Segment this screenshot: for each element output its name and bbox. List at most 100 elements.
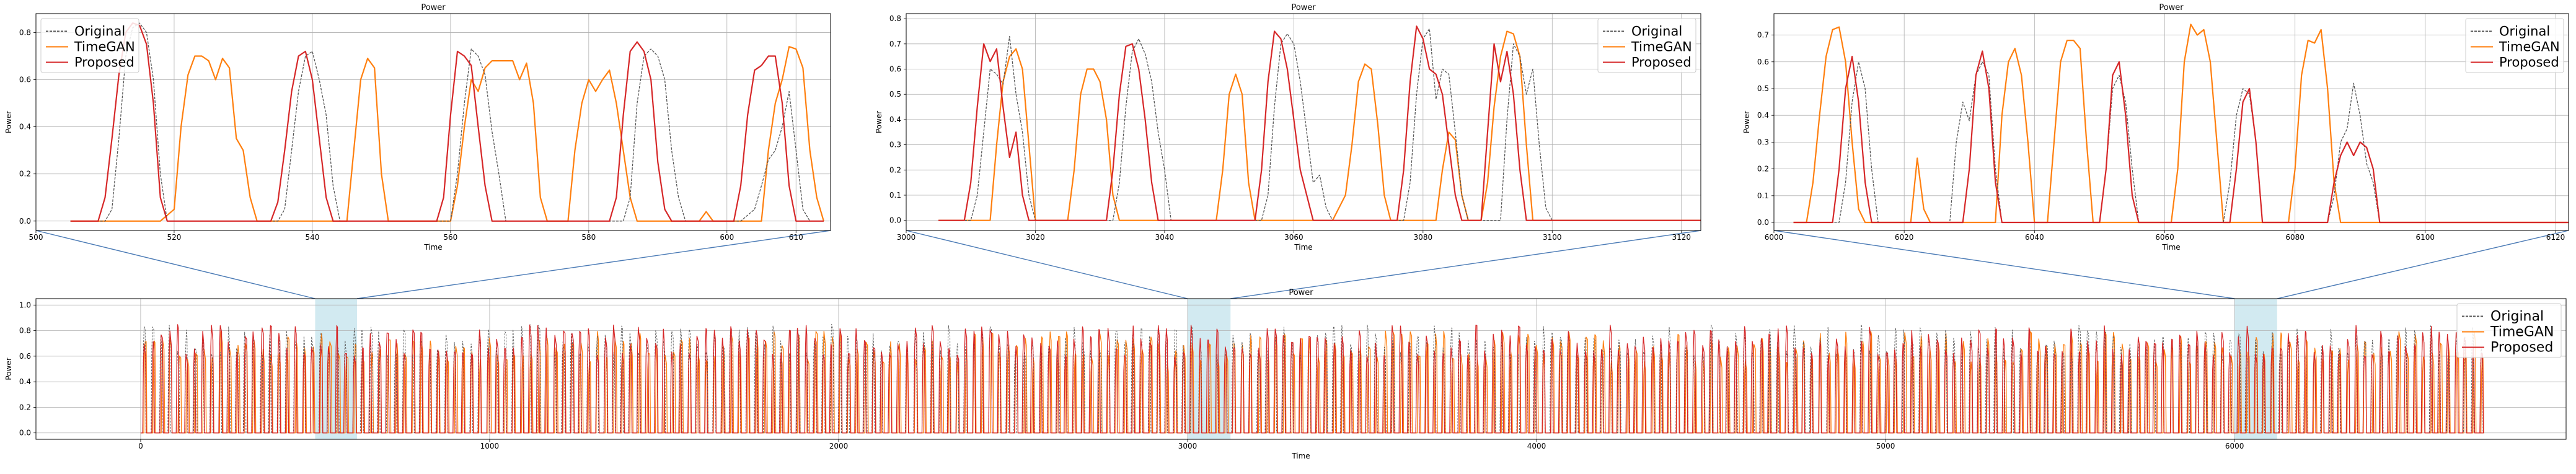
x-tick-label-2: 6040 [2025,233,2044,242]
legend [2465,18,2564,73]
series-line-timegan [1793,24,2569,224]
y-tick-label-4: 0.8 [19,28,31,37]
y-tick-label-7: 0.7 [1757,31,1769,40]
series-line-timegan [70,46,824,222]
x-axis-label: Time [1294,243,1312,252]
y-tick-label-3: 0.3 [1757,138,1769,146]
legend-label-proposed: Proposed [1631,55,1692,70]
y-tick-label-7: 0.7 [889,40,901,48]
series-line-proposed [140,324,2484,434]
zoom-connector-left-2 [906,230,1188,299]
zoom-connector-right-2 [1230,230,1701,299]
x-tick-label-6: 3120 [1672,233,1691,242]
y-tick-label-3: 0.6 [19,76,31,84]
y-tick-label-3: 0.3 [889,141,901,149]
chart-title: Power [1291,3,1316,12]
x-tick-label-6: 6000 [2225,442,2244,450]
chart-title: Power [2159,3,2184,12]
series-line-original [938,28,1701,221]
x-tick-label-6: 610 [789,233,803,242]
y-tick-label-0: 0.0 [1757,218,1769,227]
series-line-proposed [938,25,1701,221]
legend-label-timegan: TimeGAN [2490,325,2554,340]
x-tick-label-4: 3080 [1414,233,1433,242]
x-tick-label-2: 2000 [829,442,849,450]
y-tick-label-1: 0.2 [19,403,31,411]
y-axis-label: Power [4,111,13,133]
series-line-original [70,22,824,222]
x-axis-label: Time [423,243,442,252]
legend-label-original: Original [1631,24,1682,39]
y-tick-label-6: 0.6 [1757,58,1769,66]
chart-title: Power [421,3,446,12]
x-tick-label-2: 540 [305,233,319,242]
x-tick-label-1: 520 [167,233,182,242]
y-tick-label-5: 1.0 [19,301,31,309]
zoom-connector-right-3 [2277,230,2569,299]
x-tick-label-5: 5000 [1876,442,1895,450]
y-tick-label-0: 0.0 [19,217,31,226]
y-tick-label-8: 0.8 [889,14,901,23]
y-tick-label-0: 0.0 [19,429,31,437]
legend-label-original: Original [2490,309,2544,325]
x-tick-label-3: 560 [443,233,457,242]
series-line-proposed [70,22,824,222]
legend-label-original: Original [2499,24,2550,39]
y-tick-label-3: 0.6 [19,352,31,361]
y-axis-label: Power [875,111,883,133]
series-line-proposed [1793,50,2569,224]
legend-label-timegan: TimeGAN [74,40,135,55]
y-tick-label-1: 0.1 [1757,191,1769,200]
x-tick-label-2: 3040 [1155,233,1175,242]
zoom-chart-1: 500 520 540 560 580 600 610 0.0 0.2 0.4 0.6 0.8 Powe… [4,3,831,252]
y-tick-label-6: 0.6 [889,65,901,74]
x-tick-label-0: 0 [138,442,143,450]
x-tick-label-3: 6060 [2155,233,2174,242]
x-tick-label-5: 6100 [2416,233,2435,242]
y-tick-label-1: 0.1 [889,191,901,200]
x-tick-label-0: 3000 [897,233,916,242]
legend-label-proposed: Proposed [2499,55,2559,70]
y-tick-label-4: 0.4 [889,115,901,124]
x-tick-label-4: 4000 [1527,442,1546,450]
plot-frame [35,298,2567,440]
x-tick-label-4: 580 [581,233,596,242]
x-tick-label-1: 6020 [1895,233,1914,242]
x-tick-label-3: 3000 [1178,442,1198,450]
overview-chart: 0 1000 2000 3000 4000 5000 6000 0.0 0.2 0.4 0.6 0.8… [4,288,2567,460]
legend [1597,18,1696,73]
zoom-connector-right-1 [356,230,831,299]
y-tick-label-1: 0.2 [19,170,31,178]
y-axis-label: Power [1742,111,1751,133]
legend-label-timegan: TimeGAN [2499,40,2560,55]
x-tick-label-1: 3020 [1026,233,1045,242]
y-tick-label-0: 0.0 [889,216,901,225]
y-tick-label-4: 0.8 [19,327,31,335]
x-axis-label: Time [1291,452,1310,460]
zoom-connector-left-1 [35,230,315,299]
x-tick-label-6: 6120 [2546,233,2565,242]
legend-label-original: Original [74,24,125,39]
x-tick-label-0: 6000 [1765,233,1784,242]
y-tick-label-2: 0.4 [19,123,31,131]
x-tick-label-5: 3100 [1543,233,1562,242]
chart-title: Power [1289,288,1313,297]
y-axis-label: Power [4,358,13,380]
zoom-chart-3: 6000 6020 6040 6060 6080 6100 6120 0.0 0.1 0.2 0.3… [1742,3,2569,252]
zoom-connector-left-3 [1773,230,2235,299]
x-tick-label-3: 3060 [1284,233,1303,242]
x-tick-label-0: 500 [29,233,43,242]
plot-frame [1773,13,2569,231]
x-tick-label-5: 600 [720,233,734,242]
y-tick-label-2: 0.2 [889,165,901,174]
x-axis-label: Time [2161,243,2180,252]
legend-label-proposed: Proposed [2490,340,2553,356]
series-line-timegan [938,30,1701,221]
zoom-chart-2: 3000 3020 3040 3060 3080 3100 3120 0.0 0.1 0.2 0.3… [875,3,1701,252]
legend-label-timegan: TimeGAN [1631,40,1692,55]
y-tick-label-5: 0.5 [1757,84,1769,93]
plot-frame [906,13,1701,231]
legend [40,18,139,73]
y-tick-label-4: 0.4 [1757,111,1769,120]
